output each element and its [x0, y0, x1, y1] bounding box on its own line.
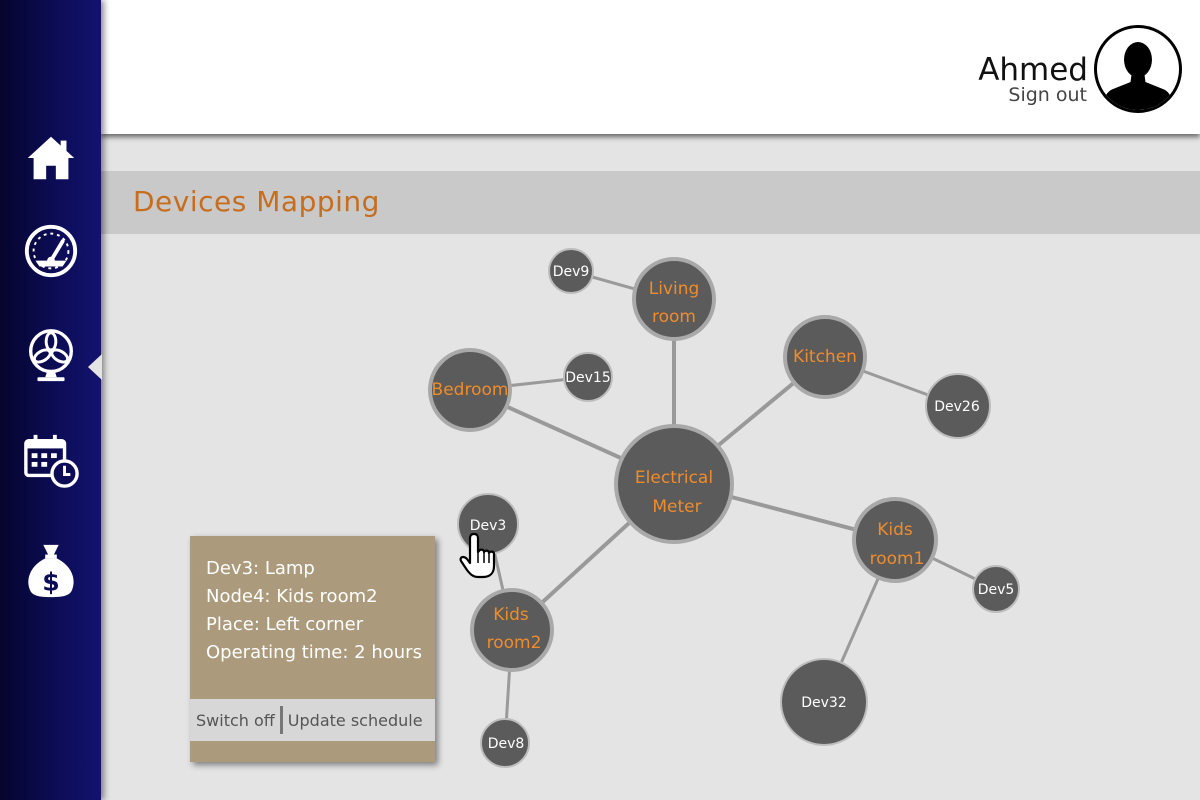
- sign-out-link[interactable]: Sign out: [1008, 84, 1087, 106]
- money-bag-icon: $: [27, 544, 74, 598]
- kids-room1-line2: room1: [870, 549, 925, 569]
- nav-devices[interactable]: [0, 316, 101, 396]
- tooltip-operating-time: Operating time: 2 hours: [206, 642, 422, 663]
- meter-node[interactable]: Electrical Meter: [614, 424, 734, 544]
- dev15-node[interactable]: Dev15: [563, 352, 613, 402]
- calendar-clock-icon: [23, 434, 79, 488]
- page-title: Devices Mapping: [133, 185, 380, 218]
- avatar[interactable]: [1094, 25, 1182, 113]
- dev5-node[interactable]: Dev5: [972, 565, 1020, 613]
- dev15-label: Dev15: [565, 370, 611, 386]
- kids-room2-node[interactable]: Kids room2: [470, 588, 554, 672]
- nav-schedule[interactable]: [0, 420, 101, 500]
- tooltip-node: Node4: Kids room2: [206, 586, 378, 607]
- svg-text:$: $: [42, 567, 59, 596]
- dev5-label: Dev5: [978, 582, 1015, 598]
- update-schedule-button[interactable]: Update schedule: [287, 710, 423, 730]
- nav-dashboard[interactable]: [0, 211, 101, 291]
- kitchen-label: Kitchen: [793, 347, 857, 367]
- bedroom-node[interactable]: Bedroom: [428, 348, 512, 432]
- dev8-label: Dev8: [488, 736, 525, 752]
- meter-label-line2: Meter: [652, 497, 701, 517]
- nav-home[interactable]: [0, 118, 101, 198]
- kids-room2-line2: room2: [487, 633, 542, 653]
- living-room-line1: Living: [649, 279, 700, 299]
- active-nav-pointer: [88, 354, 102, 380]
- hand-cursor-icon: [459, 532, 496, 579]
- dev8-node[interactable]: Dev8: [480, 718, 530, 768]
- kitchen-node[interactable]: Kitchen: [783, 315, 867, 399]
- user-name: Ahmed: [978, 52, 1088, 88]
- dev9-label: Dev9: [553, 264, 590, 280]
- device-tooltip: Dev3: Lamp Node4: Kids room2 Place: Left…: [190, 536, 435, 762]
- tooltip-separator: [279, 706, 283, 734]
- kids-room2-line1: Kids: [493, 605, 529, 625]
- fan-icon: [28, 329, 73, 382]
- sidebar: $: [0, 0, 101, 800]
- bedroom-label: Bedroom: [432, 380, 509, 400]
- title-bar: Devices Mapping: [101, 171, 1200, 234]
- dev26-label: Dev26: [934, 399, 980, 415]
- user-silhouette-icon: [1102, 41, 1174, 110]
- tooltip-actions: Switch off Update schedule: [190, 699, 435, 741]
- kids-room1-line1: Kids: [877, 520, 913, 540]
- dev3-label: Dev3: [470, 518, 507, 534]
- living-room-line2: room: [652, 307, 696, 327]
- dev26-node[interactable]: Dev26: [925, 373, 991, 439]
- meter-label-line1: Electrical: [635, 468, 713, 488]
- tooltip-device: Dev3: Lamp: [206, 558, 315, 579]
- dev9-node[interactable]: Dev9: [548, 248, 594, 294]
- tooltip-place: Place: Left corner: [206, 614, 364, 635]
- nav-billing[interactable]: $: [0, 530, 101, 610]
- header: Ahmed Sign out: [101, 0, 1200, 134]
- home-icon: [27, 136, 74, 180]
- gauge-icon: [24, 224, 77, 278]
- living-room-node[interactable]: Living room: [632, 257, 716, 341]
- kids-room1-node[interactable]: Kids room1: [852, 497, 938, 583]
- dev32-node[interactable]: Dev32: [780, 658, 868, 746]
- dev32-label: Dev32: [801, 695, 847, 711]
- switch-off-button[interactable]: Switch off: [196, 710, 275, 730]
